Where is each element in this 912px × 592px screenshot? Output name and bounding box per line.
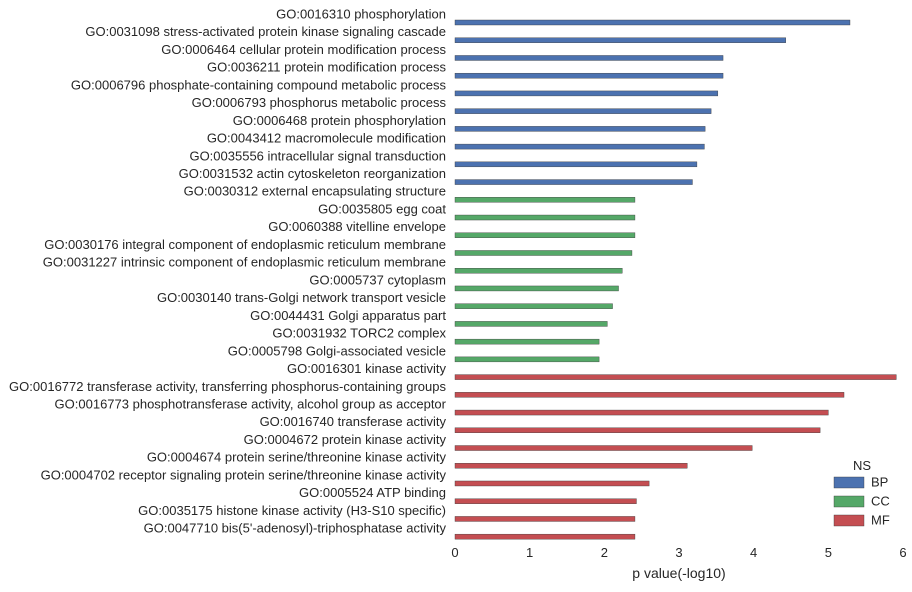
bar-bp [454, 37, 786, 43]
category-label: GO:0031227 intrinsic component of endopl… [43, 255, 446, 270]
bar-mf [454, 533, 636, 540]
bar-cc [454, 232, 636, 238]
category-label: GO:0031098 stress-activated protein kina… [85, 24, 446, 39]
x-tick-label: 5 [825, 545, 832, 560]
bar-bp [454, 72, 724, 79]
category-label: GO:0004702 receptor signaling protein se… [41, 467, 447, 482]
category-labels: GO:0016310 phosphorylation GO:0031098 str… [9, 6, 447, 535]
x-tick-label: 0 [451, 545, 458, 560]
legend: NS BP CC MF [833, 458, 890, 527]
legend-title: NS [853, 458, 871, 473]
bar-bp [454, 161, 698, 168]
bar-cc [454, 338, 600, 345]
category-label: GO:0016740 transferase activity [260, 414, 447, 429]
category-label: GO:0035175 histone kinase activity (H3-S… [138, 503, 446, 518]
category-label: GO:0030140 trans-Golgi network transport… [157, 290, 446, 305]
bar-bp [454, 90, 719, 97]
bar-mf [454, 480, 650, 487]
bar-cc [454, 250, 633, 256]
bar-cc [454, 285, 619, 292]
category-label: GO:0005524 ATP binding [299, 485, 446, 500]
bar-cc [454, 268, 623, 274]
bar-cc [454, 197, 636, 203]
legend-swatch-mf [833, 514, 865, 527]
bars-layer [454, 19, 897, 540]
bar-cc [454, 321, 608, 327]
category-label: GO:0005798 Golgi-associated vesicle [228, 343, 446, 358]
category-label: GO:0016773 phosphotransferase activity, … [55, 396, 447, 411]
bar-mf [454, 498, 637, 504]
bar-mf [454, 463, 688, 469]
x-axis-label: p value(-log10) [632, 565, 725, 581]
category-label: GO:0035556 intracellular signal transduc… [189, 148, 446, 163]
bar-bp [454, 126, 706, 132]
bar-mf [454, 427, 821, 433]
bar-bp [454, 179, 693, 185]
category-label: GO:0044431 Golgi apparatus part [250, 308, 446, 323]
category-label: GO:0006468 protein phosphorylation [233, 113, 446, 128]
x-tick-label: 2 [601, 545, 608, 560]
legend-label: CC [871, 493, 890, 508]
category-label: GO:0016310 phosphorylation [276, 6, 446, 21]
category-label: GO:0030176 integral component of endopla… [44, 237, 446, 252]
bar-cc [454, 356, 600, 363]
bar-bp [454, 108, 712, 114]
legend-label: MF [871, 512, 890, 527]
bar-bp [454, 143, 705, 150]
bar-mf [454, 409, 829, 416]
category-label: GO:0043412 macromolecule modification [207, 131, 446, 146]
x-tick-label: 4 [750, 545, 757, 560]
category-label: GO:0031932 TORC2 complex [272, 326, 446, 341]
category-label: GO:0004672 protein kinase activity [244, 432, 447, 447]
legend-swatch-cc [833, 495, 865, 508]
category-label: GO:0005737 cytoplasm [309, 272, 446, 287]
bar-bp [454, 55, 724, 61]
bar-mf [454, 374, 897, 380]
category-label: GO:0006796 phosphate-containing compound… [71, 77, 447, 92]
x-tick-label: 1 [526, 545, 533, 560]
x-axis-ticks: 0 1 2 3 4 5 6 [451, 545, 906, 560]
x-tick-label: 6 [899, 545, 906, 560]
category-label: GO:0035805 egg coat [318, 201, 446, 216]
bar-mf [454, 392, 845, 398]
bar-mf [454, 445, 753, 451]
category-label: GO:0004674 protein serine/threonine kina… [147, 450, 447, 465]
bar-bp [454, 19, 851, 26]
x-tick-label: 3 [675, 545, 682, 560]
category-label: GO:0036211 protein modification process [207, 60, 446, 75]
bar-cc [454, 303, 613, 309]
bar-cc [454, 214, 636, 221]
category-label: GO:0060388 vitelline envelope [268, 219, 446, 234]
category-label: GO:0030312 external encapsulating struct… [184, 184, 446, 199]
category-label: GO:0006464 cellular protein modification… [161, 42, 446, 57]
category-label: GO:0031532 actin cytoskeleton reorganiza… [179, 166, 446, 181]
legend-swatch-bp [833, 476, 865, 489]
category-label: GO:0016301 kinase activity [287, 361, 446, 376]
bar-mf [454, 516, 636, 522]
category-label: GO:0006793 phosphorus metabolic process [192, 95, 447, 110]
legend-label: BP [871, 474, 888, 489]
category-label: GO:0016772 transferase activity, transfe… [9, 379, 446, 394]
category-label: GO:0047710 bis(5'-adenosyl)-triphosphata… [144, 521, 447, 536]
